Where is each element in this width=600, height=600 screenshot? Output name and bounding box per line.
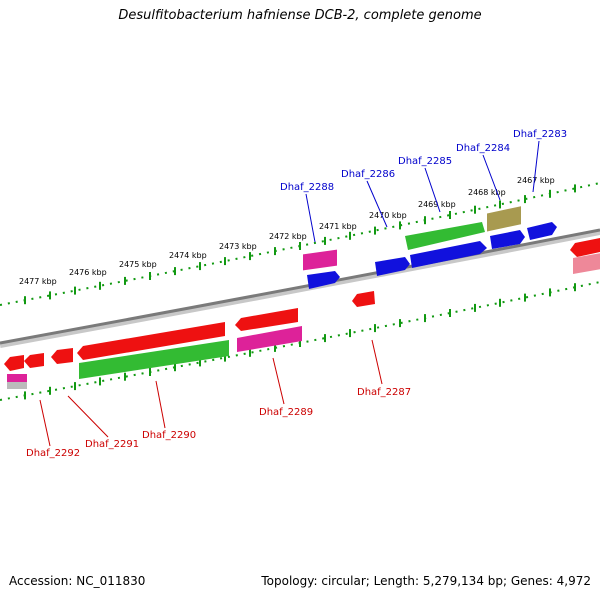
leader-line [305, 193, 316, 243]
gene-label[interactable]: Dhaf_2287 [357, 387, 411, 398]
accession-text: Accession: NC_011830 [9, 574, 146, 588]
kbp-label: 2475 kbp [119, 260, 157, 269]
kbp-label: 2469 kbp [418, 200, 456, 209]
gene-block-olive[interactable] [487, 206, 521, 232]
kbp-label: 2468 kbp [468, 188, 506, 197]
leader-line [532, 140, 540, 193]
gene-label[interactable]: Dhaf_2291 [85, 439, 139, 450]
gene-arrow-red[interactable] [51, 348, 73, 364]
leader-line [366, 180, 388, 228]
gene-arrow-green[interactable] [79, 340, 229, 379]
leader-line [371, 339, 383, 385]
kbp-label: 2477 kbp [19, 277, 57, 286]
gene-label[interactable]: Dhaf_2285 [398, 156, 452, 167]
kbp-label: 2473 kbp [219, 242, 257, 251]
kbp-labels: 2467 kbp 2468 kbp 2469 kbp 2470 kbp 2471… [19, 176, 555, 286]
gene-arrow-magenta[interactable] [237, 326, 302, 352]
gene-label[interactable]: Dhaf_2286 [341, 169, 395, 180]
gene-arrow-blue[interactable] [307, 271, 340, 289]
gene-arrow-red[interactable] [24, 353, 44, 368]
bottom-gene-labels: Dhaf_2287 Dhaf_2289 Dhaf_2290 Dhaf_2291 … [26, 387, 411, 459]
topology-text: Topology: circular; Length: 5,279,134 bp… [261, 574, 591, 588]
gene-arrow-blue[interactable] [410, 241, 487, 268]
reverse-genes [4, 291, 375, 389]
kbp-label: 2474 kbp [169, 251, 207, 260]
kbp-label: 2472 kbp [269, 232, 307, 241]
kbp-label: 2471 kbp [319, 222, 357, 231]
gene-arrow-blue[interactable] [527, 222, 557, 240]
gene-label[interactable]: Dhaf_2292 [26, 448, 80, 459]
gene-block-magenta[interactable] [7, 374, 27, 382]
top-leaders [305, 140, 540, 243]
gene-block-magenta[interactable] [303, 249, 337, 271]
gene-label[interactable]: Dhaf_2289 [259, 407, 313, 418]
gene-label[interactable]: Dhaf_2283 [513, 129, 567, 140]
gene-label[interactable]: Dhaf_2290 [142, 430, 196, 441]
leader-line [39, 399, 51, 447]
gene-arrow-red[interactable] [570, 238, 600, 257]
lower-major-ticks [24, 283, 576, 400]
gene-label[interactable]: Dhaf_2288 [280, 182, 334, 193]
gene-label[interactable]: Dhaf_2284 [456, 143, 510, 154]
gene-arrow-blue[interactable] [490, 230, 525, 249]
gene-arrow-green[interactable] [405, 222, 485, 250]
leader-line [272, 357, 285, 405]
gene-block-pink[interactable] [573, 253, 600, 274]
bottom-leaders [39, 339, 383, 447]
gene-block-grey[interactable] [7, 382, 27, 389]
map-title: Desulfitobacterium hafniense DCB-2, comp… [118, 8, 482, 23]
gene-arrow-blue[interactable] [375, 257, 410, 276]
gene-arrow-red[interactable] [77, 322, 225, 360]
backbone [0, 228, 600, 345]
leader-line [155, 380, 166, 429]
gene-arrow-red[interactable] [235, 308, 298, 331]
leader-line [424, 167, 441, 213]
leader-line [482, 154, 501, 201]
upper-major-ticks [24, 184, 576, 305]
forward-genes [303, 206, 600, 289]
top-gene-labels: Dhaf_2283 Dhaf_2284 Dhaf_2285 Dhaf_2286 … [280, 129, 567, 193]
kbp-label: 2476 kbp [69, 268, 107, 277]
leader-line [67, 395, 109, 438]
gene-arrow-red[interactable] [352, 291, 375, 307]
gene-arrow-red[interactable] [4, 355, 24, 371]
kbp-label: 2467 kbp [517, 176, 555, 185]
kbp-label: 2470 kbp [369, 211, 407, 220]
backbone-shadow [0, 229, 600, 348]
